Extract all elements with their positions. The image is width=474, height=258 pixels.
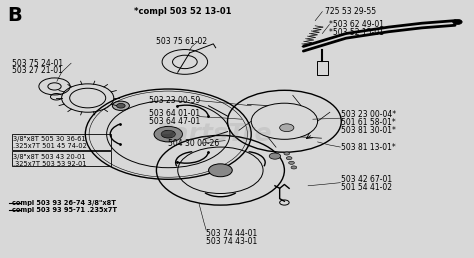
Text: 725 53 29-55: 725 53 29-55 [325,7,376,16]
Bar [12,134,111,150]
Text: 503 75 61-02: 503 75 61-02 [156,37,208,46]
Text: 503 42 67-01: 503 42 67-01 [341,175,392,184]
Circle shape [286,157,292,160]
Circle shape [161,130,175,138]
Bar [317,61,328,75]
Circle shape [284,152,290,155]
Text: 503 81 13-01*: 503 81 13-01* [341,143,396,151]
Text: 504 30 00-26: 504 30 00-26 [168,139,219,148]
Text: 503 23 00-59: 503 23 00-59 [149,96,201,105]
Text: 3/8"x8T 503 43 20-01: 3/8"x8T 503 43 20-01 [13,154,86,160]
Circle shape [289,161,294,164]
Text: .325x7T 501 45 74-02: .325x7T 501 45 74-02 [13,143,87,149]
Circle shape [291,166,297,169]
Text: *503 62 49-01: *503 62 49-01 [329,20,384,29]
Text: PartsTre: PartsTre [155,122,272,146]
Text: *compl 503 52 13-01: *compl 503 52 13-01 [134,7,231,16]
Text: 503 23 00-04*: 503 23 00-04* [341,110,396,119]
Text: .325x7T 503 53 92-01: .325x7T 503 53 92-01 [13,161,87,167]
Circle shape [117,103,125,108]
Circle shape [453,19,462,25]
Text: 503 64 01-01: 503 64 01-01 [149,109,201,118]
Text: 503 75 24-01: 503 75 24-01 [12,59,63,68]
Text: compl 503 93 26-74 3/8"x8T: compl 503 93 26-74 3/8"x8T [12,199,116,206]
Text: 503 27 21-01: 503 27 21-01 [12,67,63,75]
Text: 503 81 30-01*: 503 81 30-01* [341,126,396,135]
Text: *503 52 15-01: *503 52 15-01 [329,28,384,37]
Text: 503 64 47-01: 503 64 47-01 [149,117,201,126]
Circle shape [154,126,182,142]
Text: 501 54 41-02: 501 54 41-02 [341,183,392,191]
Circle shape [269,153,281,159]
Text: B: B [7,6,22,26]
Text: 501 61 58-01*: 501 61 58-01* [341,118,396,127]
Bar [12,151,111,166]
Circle shape [280,124,294,132]
Circle shape [112,101,129,110]
Text: 3/8"x8T 505 30 36-61: 3/8"x8T 505 30 36-61 [13,136,86,142]
Text: compl 503 93 95-71 .235x7T: compl 503 93 95-71 .235x7T [12,207,117,213]
Circle shape [209,164,232,177]
Text: 503 74 43-01: 503 74 43-01 [206,237,257,246]
Text: 503 74 44-01: 503 74 44-01 [206,229,257,238]
